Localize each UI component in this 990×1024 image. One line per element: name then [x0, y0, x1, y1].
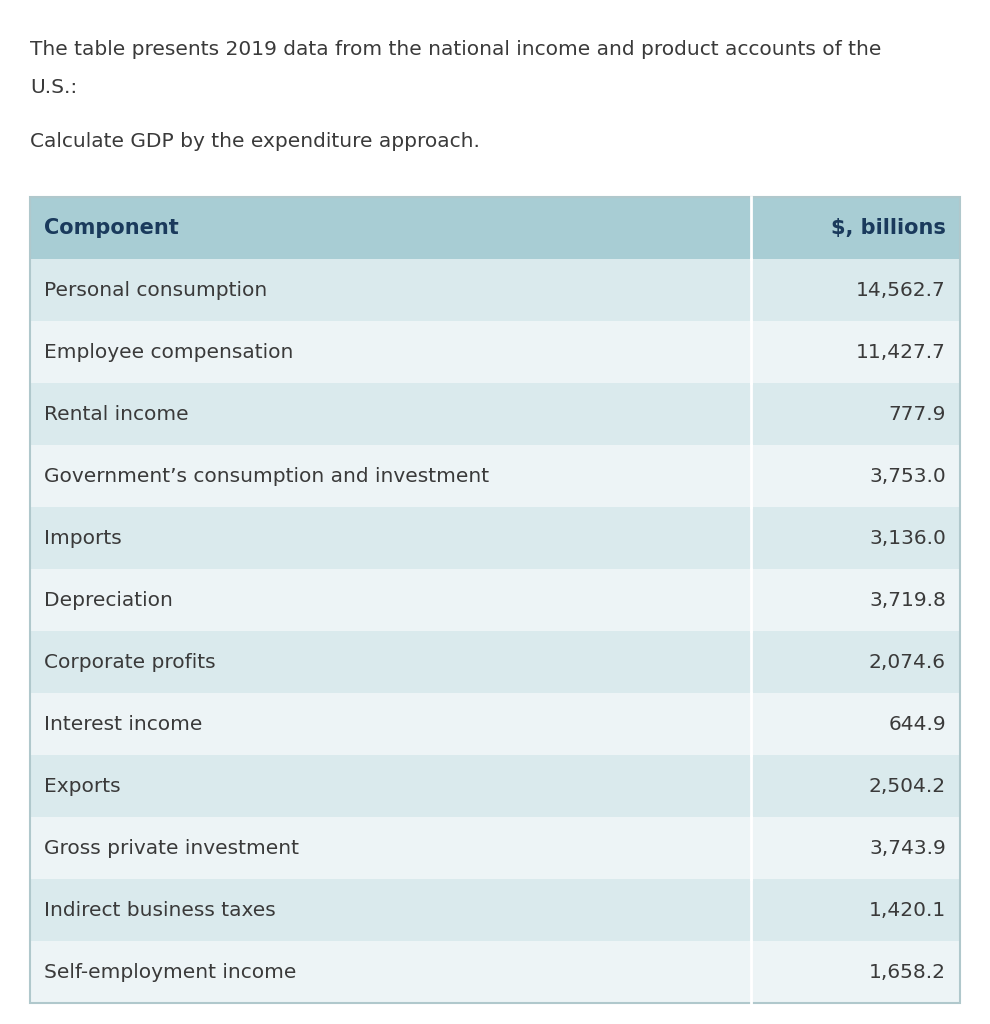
Text: 14,562.7: 14,562.7	[856, 281, 946, 299]
Bar	[750, 321, 960, 383]
Text: Rental income: Rental income	[44, 404, 189, 424]
Text: Interest income: Interest income	[44, 715, 202, 733]
Text: Imports: Imports	[44, 528, 122, 548]
Text: Depreciation: Depreciation	[44, 591, 173, 609]
Text: Exports: Exports	[44, 776, 121, 796]
Bar	[30, 197, 750, 259]
Text: 2,504.2: 2,504.2	[869, 776, 946, 796]
Text: 644.9: 644.9	[888, 715, 946, 733]
Text: Corporate profits: Corporate profits	[44, 652, 216, 672]
Bar	[750, 259, 960, 321]
Bar	[30, 569, 750, 631]
Text: The table presents 2019 data from the national income and product accounts of th: The table presents 2019 data from the na…	[30, 40, 881, 59]
Text: 3,743.9: 3,743.9	[869, 839, 946, 857]
Bar	[30, 879, 750, 941]
Bar	[30, 631, 750, 693]
Bar	[30, 383, 750, 445]
Text: 3,753.0: 3,753.0	[869, 467, 946, 485]
Bar	[30, 693, 750, 755]
Bar	[30, 197, 960, 1002]
Text: Component: Component	[44, 218, 179, 238]
Bar	[30, 507, 750, 569]
Bar	[750, 941, 960, 1002]
Bar	[750, 507, 960, 569]
Bar	[750, 693, 960, 755]
Text: Employee compensation: Employee compensation	[44, 342, 293, 361]
Bar	[750, 879, 960, 941]
Text: 11,427.7: 11,427.7	[856, 342, 946, 361]
Text: 1,420.1: 1,420.1	[869, 900, 946, 920]
Text: Personal consumption: Personal consumption	[44, 281, 267, 299]
Bar	[750, 445, 960, 507]
Text: Gross private investment: Gross private investment	[44, 839, 299, 857]
Text: $, billions: $, billions	[832, 218, 946, 238]
Text: 1,658.2: 1,658.2	[869, 963, 946, 981]
Text: 777.9: 777.9	[889, 404, 946, 424]
Text: Self-employment income: Self-employment income	[44, 963, 296, 981]
Bar	[30, 321, 750, 383]
Text: Calculate GDP by the expenditure approach.: Calculate GDP by the expenditure approac…	[30, 132, 480, 151]
Bar	[30, 817, 750, 879]
Bar	[750, 197, 960, 259]
Text: U.S.:: U.S.:	[30, 78, 77, 97]
Text: Government’s consumption and investment: Government’s consumption and investment	[44, 467, 489, 485]
Bar	[750, 383, 960, 445]
Bar	[750, 569, 960, 631]
Bar	[30, 445, 750, 507]
Text: 3,136.0: 3,136.0	[869, 528, 946, 548]
Bar	[30, 755, 750, 817]
Text: 2,074.6: 2,074.6	[869, 652, 946, 672]
Text: 3,719.8: 3,719.8	[869, 591, 946, 609]
Text: Indirect business taxes: Indirect business taxes	[44, 900, 276, 920]
Bar	[750, 631, 960, 693]
Bar	[750, 817, 960, 879]
Bar	[30, 259, 750, 321]
Bar	[750, 755, 960, 817]
Bar	[30, 941, 750, 1002]
